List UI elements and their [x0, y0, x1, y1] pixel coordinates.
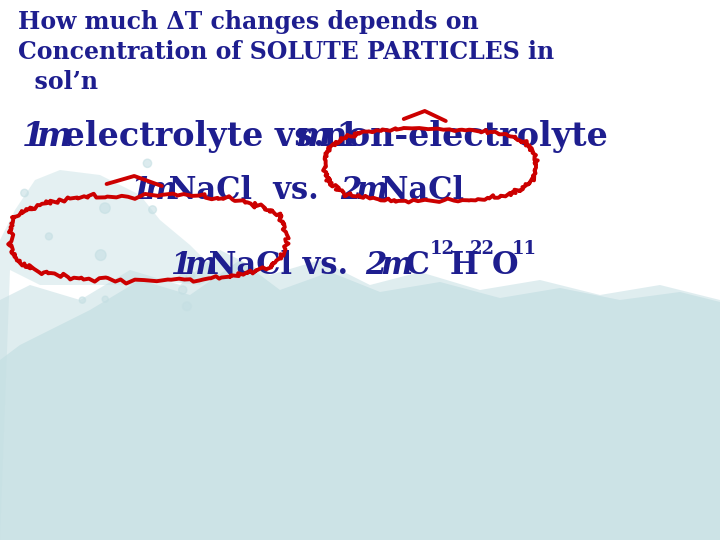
- Circle shape: [179, 286, 186, 294]
- Text: non-electrolyte: non-electrolyte: [312, 120, 608, 153]
- Circle shape: [143, 159, 152, 167]
- Circle shape: [186, 271, 194, 280]
- Circle shape: [100, 203, 110, 213]
- Text: m: m: [380, 250, 413, 281]
- Text: 11: 11: [512, 240, 537, 258]
- Text: C: C: [395, 250, 430, 281]
- Text: Concentration of SOLUTE PARTICLES in: Concentration of SOLUTE PARTICLES in: [18, 40, 554, 64]
- Text: 1: 1: [170, 250, 192, 281]
- Text: electrolyte vs. 1: electrolyte vs. 1: [52, 120, 360, 153]
- Circle shape: [95, 250, 106, 260]
- Circle shape: [21, 189, 28, 197]
- Text: 22: 22: [470, 240, 495, 258]
- Circle shape: [102, 296, 108, 302]
- Circle shape: [79, 297, 86, 303]
- Text: H: H: [450, 250, 479, 281]
- Text: NaCl vs.: NaCl vs.: [198, 250, 359, 281]
- Text: O: O: [492, 250, 518, 281]
- Text: NaCl  vs.: NaCl vs.: [158, 175, 329, 206]
- Text: m: m: [355, 175, 387, 206]
- Text: NaCl: NaCl: [370, 175, 464, 206]
- Text: m: m: [144, 175, 176, 206]
- Text: m: m: [184, 250, 216, 281]
- Text: 12: 12: [430, 240, 455, 258]
- Text: 1: 1: [22, 120, 45, 153]
- Polygon shape: [0, 170, 220, 540]
- Circle shape: [183, 302, 192, 310]
- Circle shape: [179, 274, 186, 282]
- Text: 2: 2: [365, 250, 386, 281]
- Circle shape: [149, 206, 156, 213]
- Text: m: m: [295, 120, 330, 153]
- Polygon shape: [0, 260, 720, 540]
- Text: m: m: [36, 120, 71, 153]
- Circle shape: [45, 233, 53, 240]
- Polygon shape: [0, 250, 720, 540]
- Text: How much ΔT changes depends on: How much ΔT changes depends on: [18, 10, 479, 34]
- Text: 1: 1: [130, 175, 151, 206]
- Text: 2: 2: [340, 175, 361, 206]
- Text: sol’n: sol’n: [18, 70, 98, 94]
